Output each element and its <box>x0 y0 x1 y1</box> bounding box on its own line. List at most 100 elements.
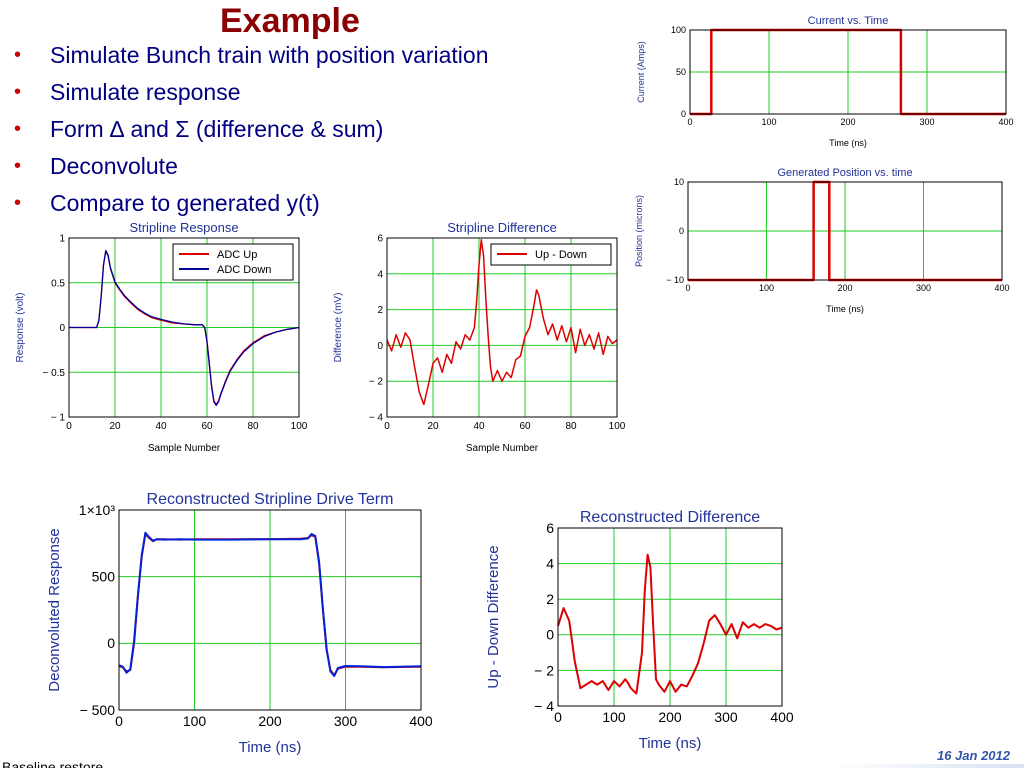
reconstructed-difference-plot-frame <box>557 527 783 707</box>
stripline-response-legend <box>172 243 294 281</box>
stripline-difference-y-tick-label: 4 <box>377 269 383 280</box>
stripline-difference-y-tick-label: 6 <box>377 234 383 245</box>
bullet-dot: • <box>14 155 22 177</box>
position-x-axis-label: Time (ns) <box>826 304 864 314</box>
position-y-tick-label: − 10 <box>666 275 684 285</box>
stripline-difference-plot-frame <box>386 237 618 418</box>
position-y-axis-label: Position (microns) <box>634 195 644 267</box>
stripline-response-y-tick-label: − 1 <box>51 413 66 424</box>
current-x-tick-label: 200 <box>840 117 855 127</box>
current-y-axis-label: Current (Amps) <box>636 41 646 103</box>
current-y-tick-label: 0 <box>681 109 686 119</box>
position-x-tick-label: 400 <box>994 283 1009 293</box>
reconstructed-difference-x-tick-label: 100 <box>602 709 626 725</box>
current-x-axis-label: Time (ns) <box>829 138 867 148</box>
reconstructed-difference-y-tick-label: 0 <box>546 627 554 643</box>
reconstructed-difference-title: Reconstructed Difference <box>580 509 760 526</box>
reconstructed-difference-x-axis-label: Time (ns) <box>639 735 702 752</box>
footer-date: 16 Jan 2012 <box>936 748 1010 763</box>
bullet-item: • Simulate Bunch train with position vari… <box>14 40 489 77</box>
stripline-difference-legend <box>490 243 612 266</box>
bullet-item: • Compare to generated y(t) <box>14 188 489 225</box>
reconstructed-drive-plot-frame <box>118 509 422 711</box>
stripline-response-y-tick-label: − 0.5 <box>42 368 65 379</box>
stripline-difference-x-tick-label: 20 <box>427 421 439 432</box>
current-chart: 0 100 200 300 400 0 50 100 Current vs. Time Time … <box>636 15 1014 148</box>
current-y-tick-label: 100 <box>671 25 686 35</box>
footer-text: Baseline restore <box>2 759 104 768</box>
current-y-tick-label: 50 <box>676 67 686 77</box>
reconstructed-difference-chart: 0 100 200 300 400 − 4 − 2 0 2 4 6 Reconstructed Dif… <box>485 509 794 752</box>
stripline-difference-x-tick-label: 100 <box>609 421 626 432</box>
stripline-response-x-axis-label: Sample Number <box>148 443 221 454</box>
reconstructed-drive-y-tick-label: 0 <box>107 635 115 651</box>
slide-title: Example <box>220 2 360 40</box>
position-x-tick-label: 300 <box>916 283 931 293</box>
stripline-difference-y-tick-label: − 2 <box>369 377 384 388</box>
bullet-dot: • <box>14 192 22 214</box>
bullet-text: Simulate Bunch train with position varia… <box>50 42 489 68</box>
reconstructed-drive-x-tick-label: 0 <box>115 713 123 729</box>
stripline-response-y-axis-label: Response (volt) <box>15 292 26 362</box>
stripline-difference-y-tick-label: 0 <box>377 341 383 352</box>
stripline-response-y-tick-label: 0 <box>59 323 65 334</box>
position-plot-frame <box>687 181 1003 281</box>
stripline-response-title: Stripline Response <box>129 220 238 235</box>
bullet-item: • Simulate response <box>14 77 489 114</box>
reconstructed-difference-y-tick-label: 2 <box>546 591 554 607</box>
stripline-response-x-tick-label: 60 <box>201 421 213 432</box>
bullet-text: Compare to generated y(t) <box>50 190 320 216</box>
stripline-difference-x-tick-label: 40 <box>473 421 485 432</box>
reconstructed-difference-y-tick-label: 4 <box>546 556 554 572</box>
stripline-response-series-1-line <box>69 249 300 407</box>
reconstructed-drive-y-tick-label: 1×10³ <box>79 502 116 518</box>
stripline-response-y-tick-label: 1 <box>59 234 65 245</box>
bullet-dot: • <box>14 118 22 140</box>
reconstructed-drive-x-tick-label: 200 <box>258 713 282 729</box>
bullet-text: Form ∆ and Σ (difference & sum) <box>50 116 384 142</box>
stripline-difference-y-tick-label: 2 <box>377 305 383 316</box>
reconstructed-drive-title: Reconstructed Stripline Drive Term <box>147 491 394 508</box>
reconstructed-difference-x-tick-label: 200 <box>658 709 682 725</box>
reconstructed-drive-series-1-line <box>118 531 422 677</box>
current-x-tick-label: 300 <box>919 117 934 127</box>
bullet-list: • Simulate Bunch train with position vari… <box>14 40 489 225</box>
reconstructed-drive-chart: 0 100 200 300 400− 50005001×10³Reconstructed… <box>46 491 433 756</box>
position-title: Generated Position vs. time <box>777 167 912 179</box>
stripline-difference-y-axis-label: Difference (mV) <box>333 293 344 363</box>
reconstructed-drive-y-axis-label: Deconvoluted Response <box>46 528 63 691</box>
reconstructed-difference-x-tick-label: 300 <box>714 709 738 725</box>
position-x-tick-label: 0 <box>685 283 690 293</box>
position-x-tick-label: 200 <box>837 283 852 293</box>
bullet-dot: • <box>14 44 22 66</box>
current-x-tick-label: 100 <box>761 117 776 127</box>
reconstructed-drive-x-tick-label: 100 <box>183 713 207 729</box>
stripline-response-x-tick-label: 80 <box>247 421 259 432</box>
stripline-response-x-tick-label: 20 <box>109 421 121 432</box>
stripline-response-plot-frame <box>68 237 300 418</box>
reconstructed-drive-x-tick-label: 400 <box>409 713 433 729</box>
stripline-difference-series-0-line <box>386 239 618 406</box>
stripline-difference-y-tick-label: − 4 <box>369 413 384 424</box>
stripline-response-x-tick-label: 40 <box>155 421 167 432</box>
stripline-response-y-tick-label: 0.5 <box>51 278 65 289</box>
bullet-text: Simulate response <box>50 79 241 105</box>
reconstructed-drive-y-tick-label: − 500 <box>80 702 116 718</box>
stripline-difference-legend-label: Up - Down <box>535 249 587 261</box>
stripline-response-legend-label: ADC Down <box>217 264 271 276</box>
stripline-difference-x-tick-label: 80 <box>565 421 577 432</box>
reconstructed-difference-y-axis-label: Up - Down Difference <box>485 545 502 688</box>
bullet-item: • Deconvolute <box>14 151 489 188</box>
stripline-difference-x-axis-label: Sample Number <box>466 443 539 454</box>
stripline-difference-chart: 0 20 40 60 80 100 − 4 − 2 0 2 4 6 Stripline Differen… <box>333 220 626 454</box>
bullet-dot: • <box>14 81 22 103</box>
stripline-response-chart: 0 20 40 60 80 100 − 1 − 0.5 0 0.5 1 Stripline Respo… <box>15 220 308 454</box>
bullet-item: • Form ∆ and Σ (difference & sum) <box>14 114 489 151</box>
reconstructed-drive-x-tick-label: 300 <box>334 713 358 729</box>
position-x-tick-label: 100 <box>759 283 774 293</box>
current-title: Current vs. Time <box>808 15 889 27</box>
stripline-difference-x-tick-label: 0 <box>384 421 390 432</box>
position-y-tick-label: 10 <box>674 177 684 187</box>
current-x-tick-label: 400 <box>998 117 1013 127</box>
reconstructed-difference-x-tick-label: 0 <box>554 709 562 725</box>
